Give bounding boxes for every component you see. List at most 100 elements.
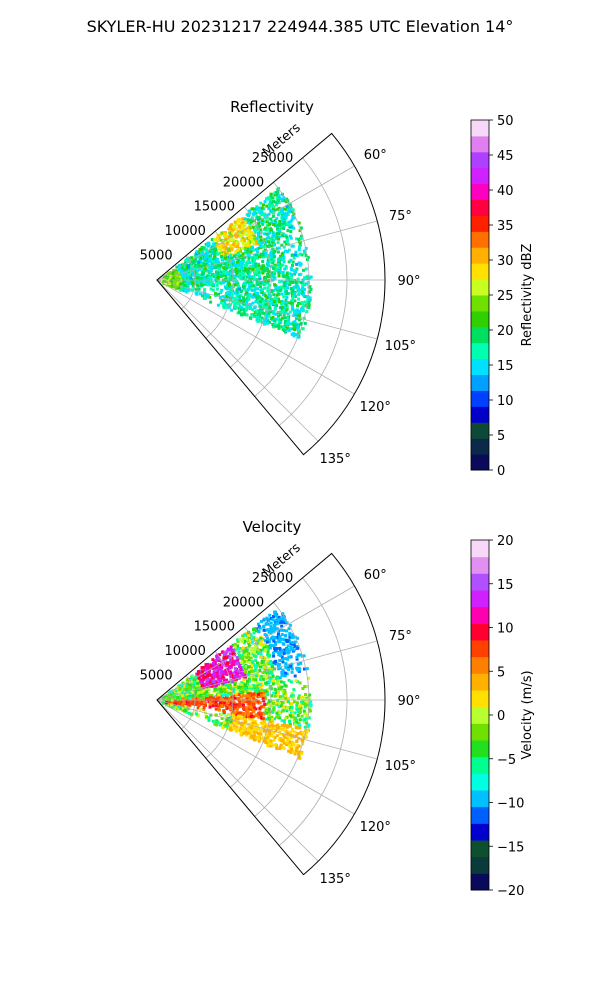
- echo-cell: [205, 690, 209, 694]
- echo-cell: [208, 259, 211, 263]
- echo-cell: [260, 655, 264, 659]
- echo-cell: [244, 288, 248, 292]
- echo-cell: [199, 282, 203, 286]
- echo-cell: [297, 744, 301, 748]
- echo-cell: [238, 711, 241, 715]
- echo-cell: [297, 302, 300, 305]
- echo-cell: [246, 727, 250, 731]
- echo-cell: [259, 692, 263, 695]
- echo-cell: [170, 279, 173, 283]
- echo-cell: [195, 250, 199, 254]
- echo-cell: [286, 229, 290, 233]
- echo-cell: [291, 693, 295, 697]
- echo-cell: [233, 680, 237, 684]
- echo-cell: [241, 646, 245, 650]
- echo-cell: [217, 683, 221, 687]
- echo-cell: [260, 218, 264, 222]
- echo-cell: [206, 251, 209, 255]
- echo-cell: [259, 729, 263, 733]
- echo-cell: [253, 291, 257, 295]
- echo-cell: [234, 715, 238, 719]
- echo-cell: [257, 301, 260, 305]
- echo-cell: [241, 271, 245, 275]
- echo-cell: [235, 727, 239, 731]
- echo-cell: [178, 276, 182, 280]
- echo-cell: [272, 635, 275, 639]
- echo-cell: [233, 674, 237, 678]
- echo-cell: [228, 282, 231, 286]
- echo-cell: [229, 674, 232, 678]
- echo-cell: [222, 688, 226, 691]
- echo-cell: [268, 302, 272, 306]
- echo-cell: [255, 644, 258, 648]
- echo-cell: [183, 687, 187, 691]
- echo-cell: [258, 683, 262, 687]
- echo-cell: [246, 673, 250, 677]
- echo-cell: [240, 233, 244, 237]
- echo-cell: [248, 283, 252, 287]
- panel-title: Velocity: [243, 518, 302, 536]
- echo-cell: [245, 667, 249, 671]
- echo-cell: [182, 700, 186, 704]
- echo-cell: [208, 680, 212, 684]
- echo-cell: [292, 256, 296, 260]
- echo-cell: [237, 295, 241, 298]
- echo-cell: [209, 678, 213, 682]
- echo-cell: [274, 680, 278, 684]
- echo-cell: [213, 250, 217, 254]
- echo-cell: [267, 700, 271, 704]
- echo-cell: [276, 698, 280, 702]
- echo-cell: [219, 233, 223, 237]
- echo-cell: [267, 212, 271, 216]
- echo-cell: [299, 288, 303, 292]
- echo-cell: [280, 701, 284, 704]
- echo-cell: [246, 236, 250, 240]
- echo-cell: [283, 218, 287, 222]
- echo-cell: [211, 683, 214, 687]
- echo-cell: [272, 630, 276, 634]
- echo-cell: [287, 732, 291, 736]
- azimuth-spoke: [156, 279, 355, 395]
- echo-cell: [256, 695, 260, 699]
- colorbar-segment: [471, 823, 489, 841]
- echo-cell: [177, 707, 181, 711]
- echo-cell: [265, 213, 269, 217]
- echo-cell: [272, 289, 276, 293]
- echo-cell: [282, 199, 286, 203]
- echo-cell: [250, 734, 254, 738]
- echo-cell: [295, 655, 299, 659]
- echo-cell: [257, 221, 261, 225]
- echo-cell: [269, 217, 273, 221]
- echo-cell: [287, 749, 291, 753]
- echo-cell: [232, 687, 236, 691]
- echo-cell: [206, 664, 210, 668]
- azimuth-tick-label: 75°: [389, 209, 412, 224]
- echo-cell: [259, 235, 262, 239]
- echo-cell: [251, 652, 255, 656]
- echo-cell: [229, 719, 233, 722]
- echo-cell: [245, 291, 249, 295]
- echo-cell: [257, 312, 261, 316]
- echo-cell: [262, 300, 266, 304]
- echo-cell: [292, 216, 296, 220]
- echo-cell: [272, 300, 276, 304]
- echo-cell: [185, 710, 189, 714]
- echo-cell: [242, 641, 246, 645]
- echo-cell: [260, 316, 264, 320]
- echo-cell: [181, 708, 185, 712]
- echo-cell: [306, 281, 310, 285]
- echo-cell: [272, 627, 276, 631]
- echo-cell: [189, 265, 193, 269]
- azimuth-tick-label: 120°: [360, 820, 391, 835]
- echo-cell: [269, 198, 273, 202]
- colorbar-tick-label: 15: [497, 359, 514, 374]
- colorbar-segment: [471, 673, 489, 691]
- echo-cell: [284, 664, 288, 668]
- echo-cell: [283, 724, 287, 728]
- echo-cell: [288, 713, 292, 717]
- echo-cell: [258, 300, 262, 303]
- echo-cell: [269, 200, 273, 204]
- echo-cell: [209, 695, 213, 699]
- echo-cell: [298, 245, 301, 249]
- echo-cell: [272, 644, 276, 648]
